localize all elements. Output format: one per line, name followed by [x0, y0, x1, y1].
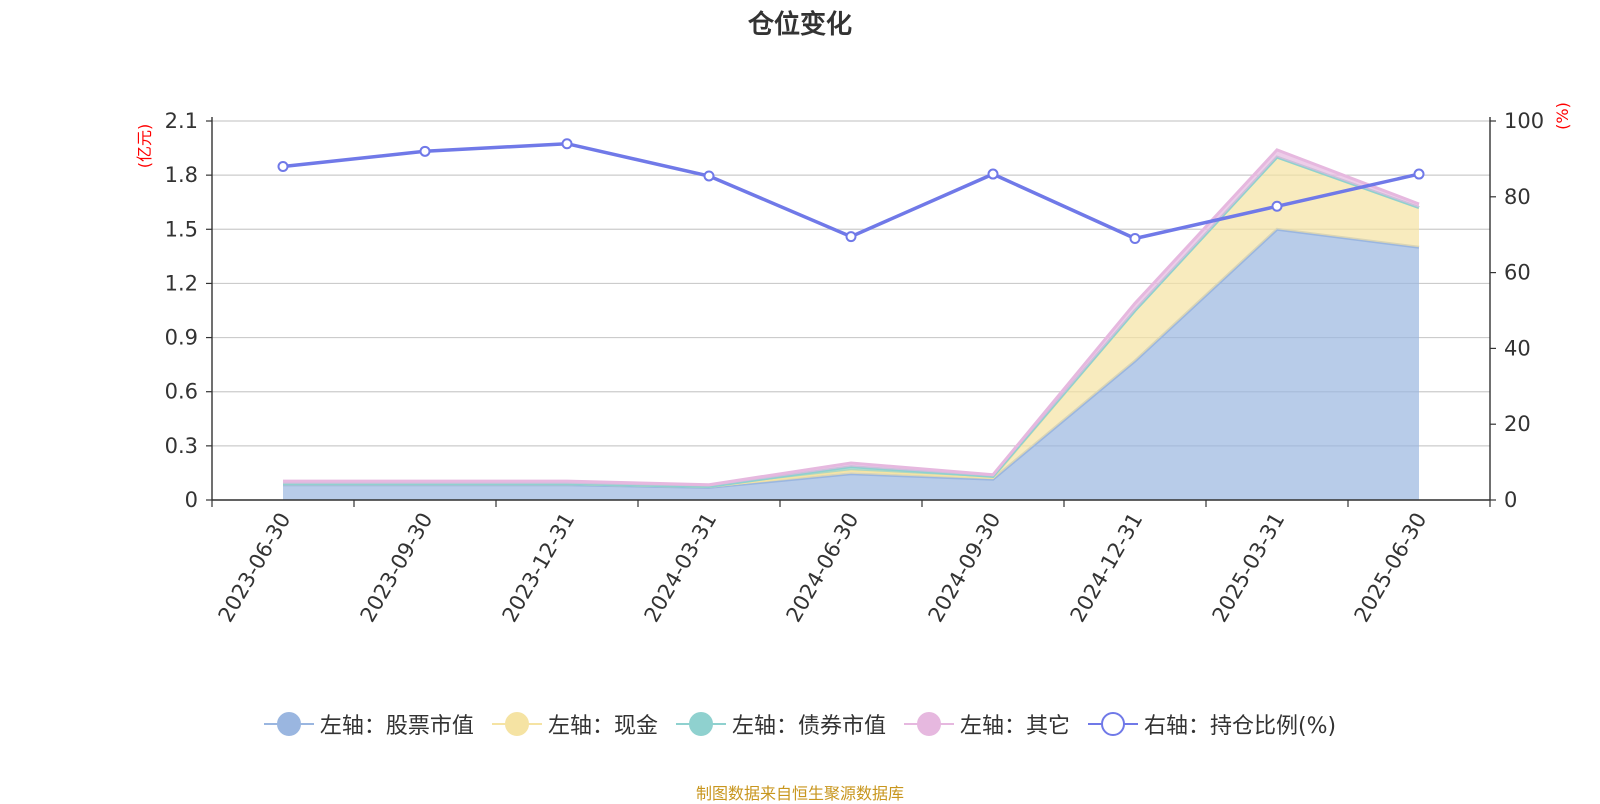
area-左轴：股票市值: [283, 229, 1419, 501]
legend-item[interactable]: 左轴：债券市值: [675, 708, 886, 740]
left-axis-tick-label: 0.3: [165, 434, 198, 458]
area-左轴：现金: [283, 157, 1419, 488]
area-edge-左轴：其它: [283, 148, 1420, 487]
legend-item[interactable]: 左轴：股票市值: [263, 708, 474, 740]
legend-marker-icon: [1087, 712, 1138, 736]
right-axis-unit: (%): [1553, 102, 1572, 130]
right-axis-tick-label: 40: [1504, 336, 1531, 360]
x-axis-tick-label: 2024-12-31: [1066, 509, 1148, 627]
left-axis-tick-label: 1.8: [165, 163, 198, 187]
chart-legend: 左轴：股票市值 左轴：现金 左轴：债券市值 左轴：其它 右轴：持仓比例(%): [0, 708, 1600, 740]
left-axis-tick-label: 0.6: [165, 380, 198, 404]
x-axis-tick-label: 2025-06-30: [1350, 509, 1432, 627]
data-point: [1413, 168, 1425, 180]
legend-label: 右轴：持仓比例(%): [1143, 714, 1337, 739]
right-axis-tick-label: 100: [1504, 109, 1544, 133]
data-point: [703, 170, 715, 182]
right-axis-tick-label: 80: [1504, 185, 1531, 209]
legend-item[interactable]: 左轴：现金: [491, 708, 658, 740]
data-point: [419, 145, 431, 157]
data-source-note: 制图数据来自恒生聚源数据库: [695, 784, 904, 803]
x-axis-tick-label: 2023-06-30: [214, 509, 296, 627]
left-axis-tick-label: 1.2: [165, 271, 198, 295]
legend-label: 左轴：股票市值: [319, 714, 474, 739]
x-axis-tick-label: 2024-03-31: [640, 509, 722, 627]
data-point: [1129, 232, 1141, 244]
legend-label: 左轴：债券市值: [731, 714, 886, 739]
data-point: [277, 160, 289, 172]
data-point: [561, 138, 573, 150]
legend-marker-icon: [491, 712, 542, 736]
x-axis-tick-label: 2023-09-30: [356, 509, 438, 627]
right-axis-tick-label: 20: [1504, 412, 1531, 436]
legend-label: 左轴：其它: [959, 714, 1070, 739]
data-point: [845, 231, 857, 243]
x-axis-tick-label: 2024-06-30: [782, 509, 864, 627]
left-axis-tick-label: 2.1: [165, 109, 198, 133]
legend-item[interactable]: 左轴：其它: [903, 708, 1070, 740]
left-axis-tick-label: 0.9: [165, 326, 198, 350]
chart-title: 仓位变化: [747, 10, 852, 40]
data-point: [1271, 200, 1283, 212]
data-point: [987, 168, 999, 180]
left-axis-tick-label: 1.5: [165, 217, 198, 241]
legend-item[interactable]: 右轴：持仓比例(%): [1087, 708, 1337, 740]
legend-marker-icon: [263, 712, 314, 736]
right-axis-tick-label: 60: [1504, 261, 1531, 285]
left-axis-unit: (亿元): [135, 124, 154, 169]
legend-marker-icon: [903, 712, 954, 736]
right-axis-tick-label: 0: [1504, 488, 1517, 512]
x-axis-tick-label: 2025-03-31: [1208, 509, 1290, 627]
legend-label: 左轴：现金: [547, 714, 658, 739]
legend-marker-icon: [675, 712, 726, 736]
left-axis-tick-label: 0: [185, 488, 198, 512]
x-axis-tick-label: 2024-09-30: [924, 509, 1006, 627]
x-axis-tick-label: 2023-12-31: [498, 509, 580, 627]
